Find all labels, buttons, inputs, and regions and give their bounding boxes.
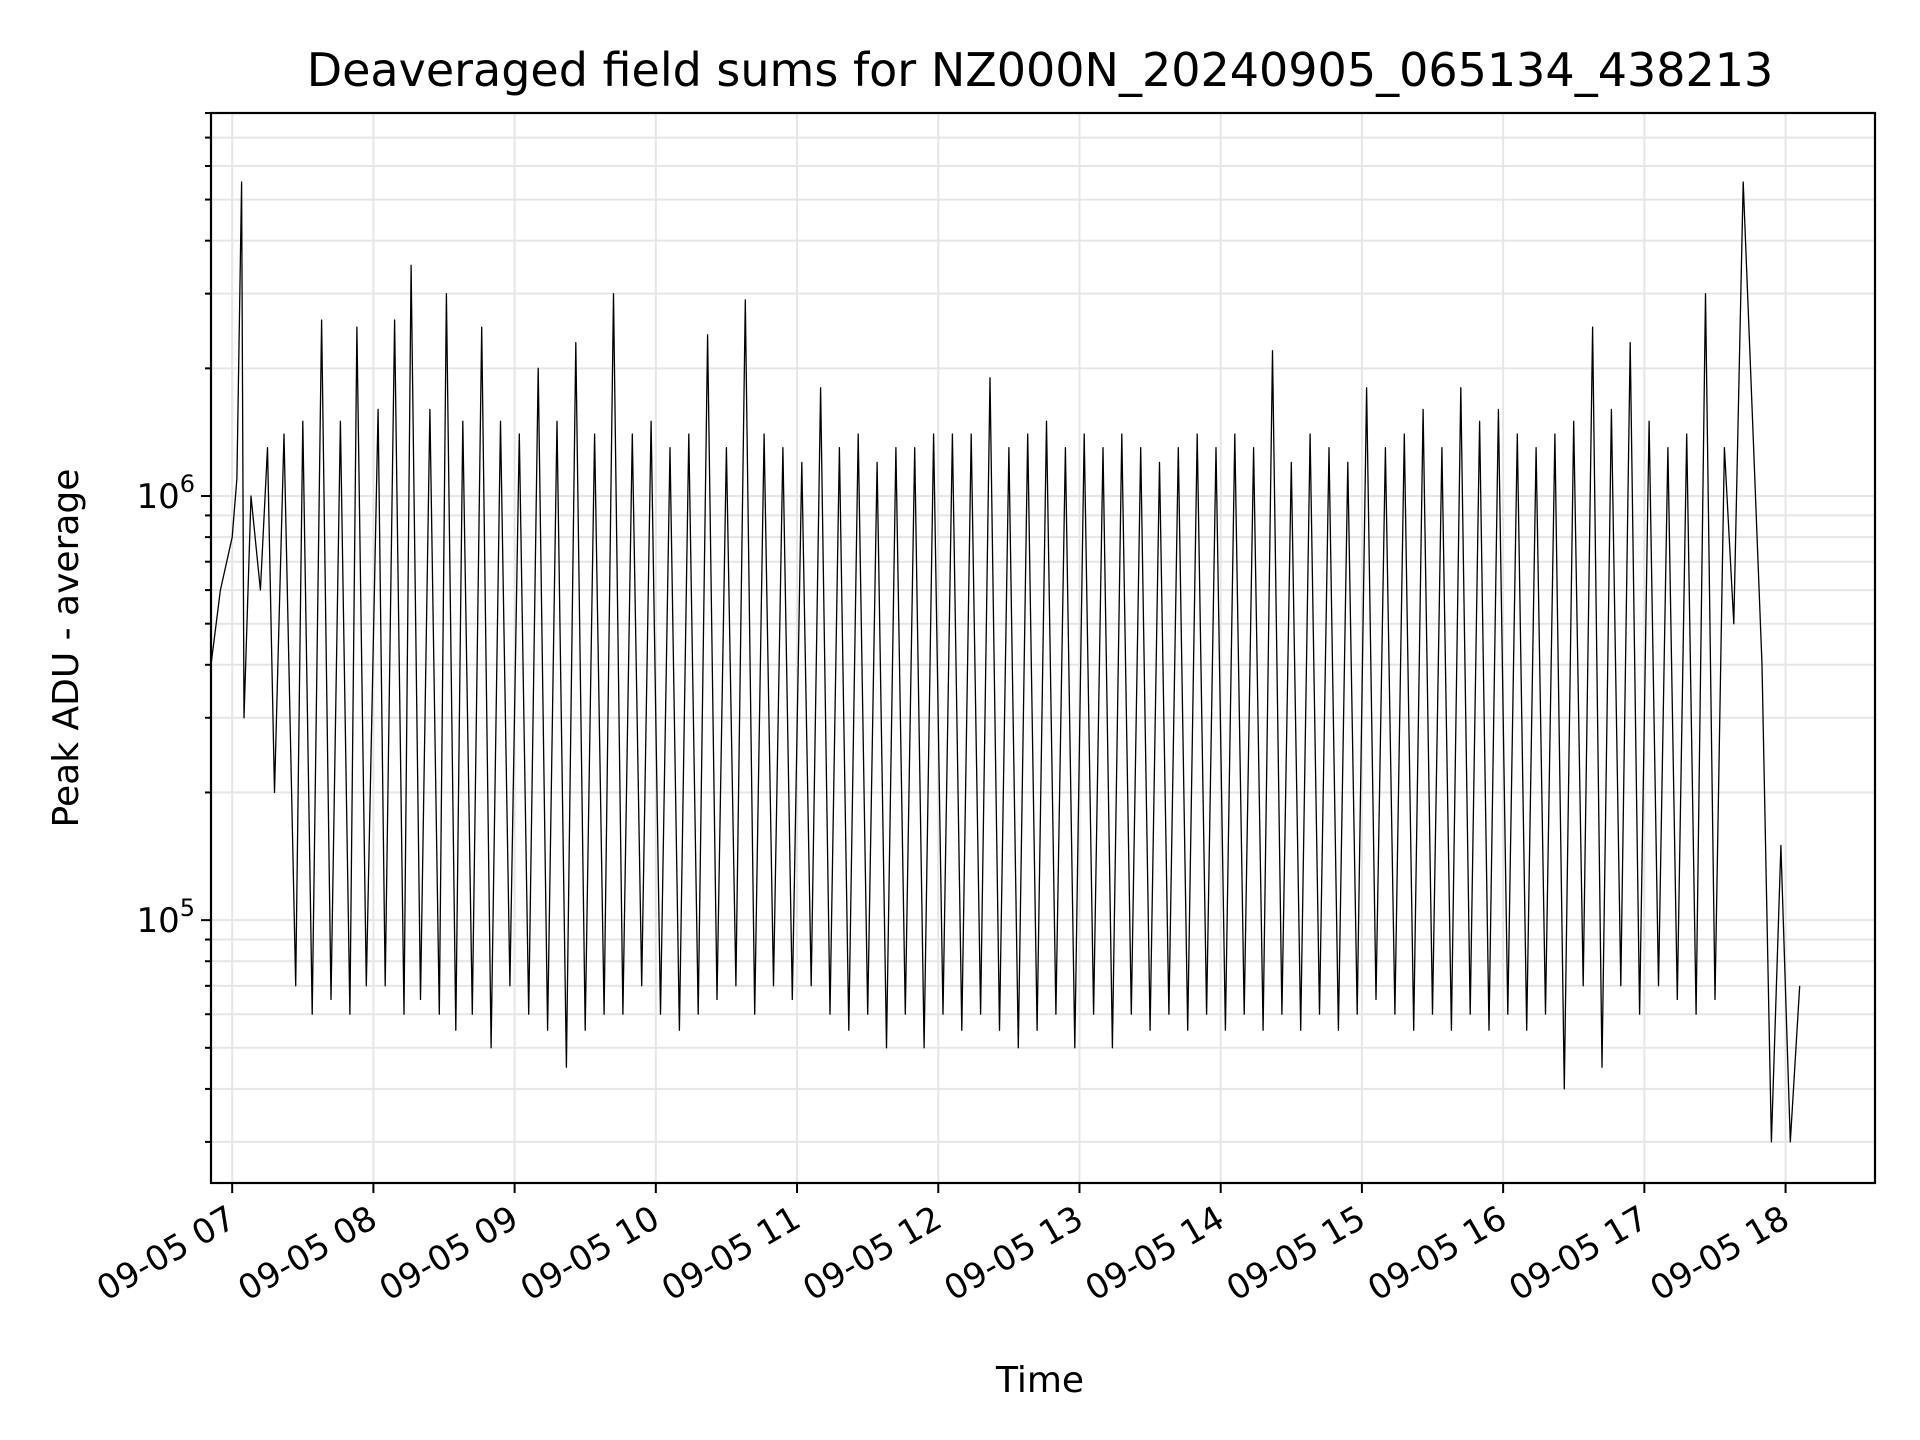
chart-title: Deaveraged field sums for NZ000N_2024090… — [307, 43, 1774, 97]
y-tick-label: 106 — [136, 470, 195, 517]
y-axis-label: Peak ADU - average — [46, 469, 87, 828]
axes-frame — [209, 111, 1877, 1185]
y-tick-label: 105 — [136, 894, 195, 941]
x-axis-label: Time — [995, 1360, 1084, 1401]
series-line — [210, 181, 1801, 1143]
series-layer — [210, 181, 1801, 1143]
y-axis: 105 106 — [136, 112, 211, 1143]
